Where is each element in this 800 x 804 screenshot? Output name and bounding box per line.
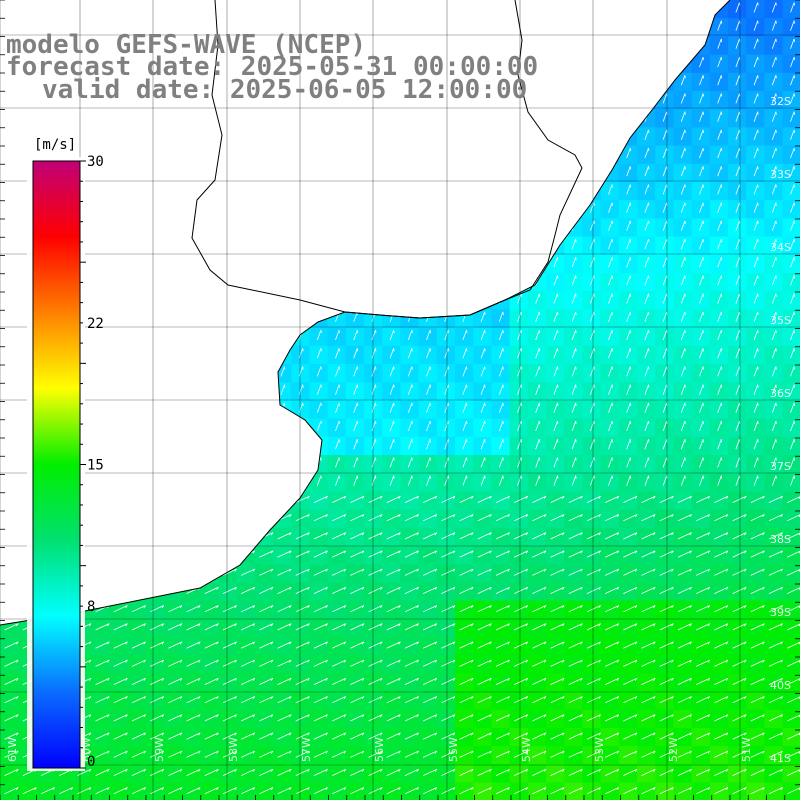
colorbar-tick-label: 15	[87, 458, 104, 474]
colorbar-tick-label: 30	[87, 154, 104, 170]
colorbar-tick-label: 22	[87, 316, 104, 332]
colorbar-tick-label: 8	[87, 599, 95, 615]
longitude-label: 59W	[153, 737, 166, 762]
longitude-label: 54W	[520, 737, 533, 762]
colorbar-tick-label: 0	[87, 754, 95, 770]
longitude-label: 53W	[593, 737, 606, 762]
latitude-label: 36S	[770, 387, 791, 400]
longitude-label: 51W	[740, 737, 753, 762]
longitude-label: 52W	[667, 737, 680, 762]
latitude-label: 40S	[770, 679, 791, 692]
latitude-label: 34S	[770, 241, 791, 254]
latitude-label: 39S	[770, 606, 791, 619]
latitude-label: 32S	[770, 95, 791, 108]
latitude-label: 38S	[770, 533, 791, 546]
latitude-label: 35S	[770, 314, 791, 327]
latitude-label: 37S	[770, 460, 791, 473]
longitude-label: 61W	[6, 737, 19, 762]
map-title-valid-date: valid date: 2025-06-05 12:00:00	[42, 77, 527, 103]
longitude-label: 57W	[300, 737, 313, 762]
latitude-label: 33S	[770, 168, 791, 181]
longitude-label: 55W	[447, 737, 460, 762]
units-label: [m/s]	[34, 137, 76, 153]
latitude-label: 41S	[770, 752, 791, 765]
longitude-label: 58W	[227, 737, 240, 762]
colorbar-scale	[33, 161, 80, 768]
longitude-label: 56W	[373, 737, 386, 762]
